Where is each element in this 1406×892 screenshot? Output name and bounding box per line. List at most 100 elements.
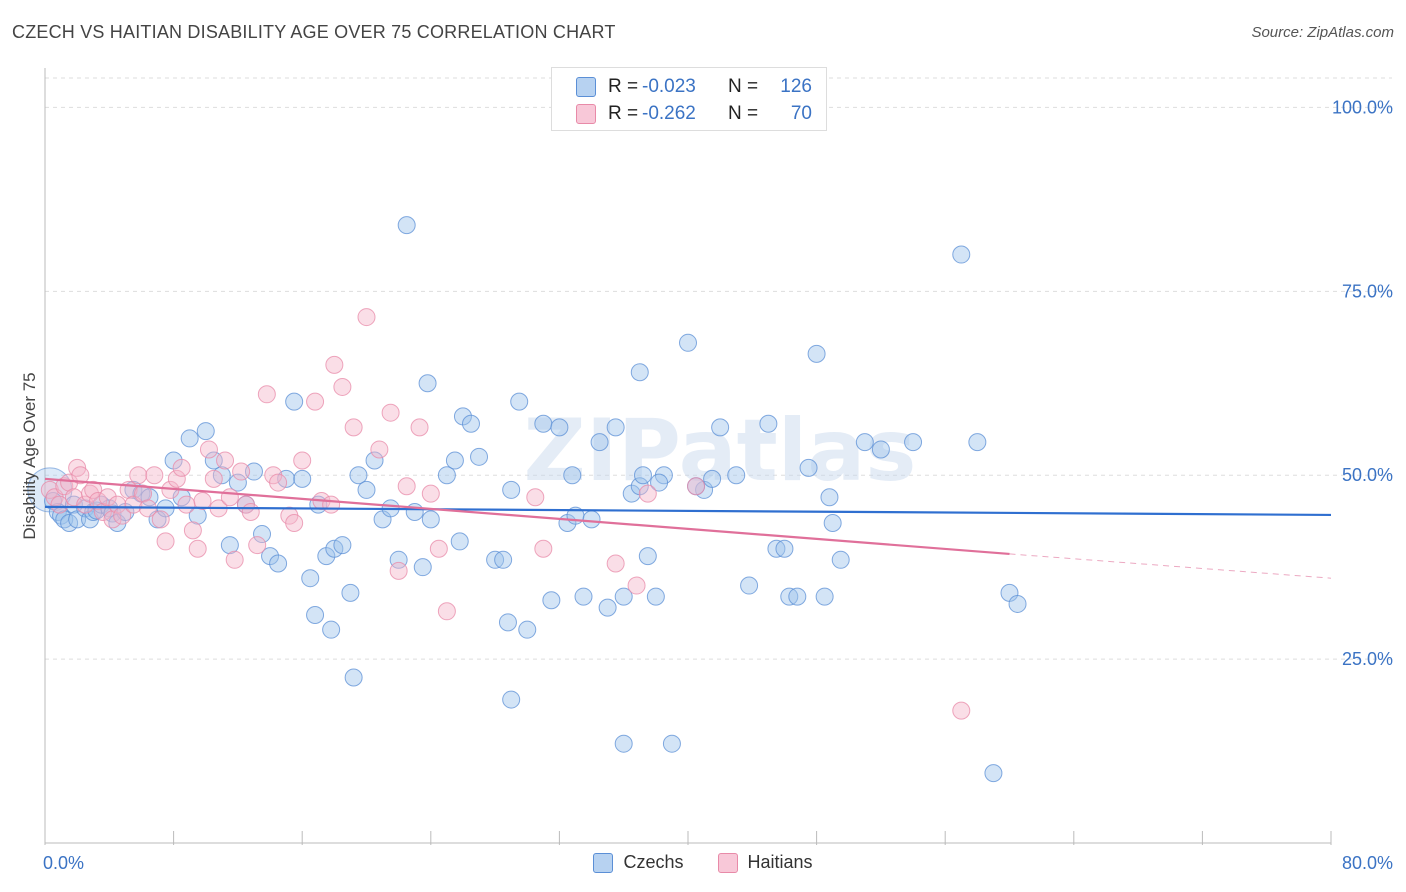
haitians-point (248, 536, 267, 555)
chart-title: CZECH VS HAITIAN DISABILITY AGE OVER 75 … (12, 22, 616, 42)
r-label: R = (608, 103, 639, 124)
n-label: N = (728, 76, 759, 97)
czechs-point (831, 550, 850, 569)
haitians-point (60, 473, 79, 492)
czechs-point (534, 414, 553, 433)
czechs-point (727, 466, 746, 485)
haitians-point (397, 477, 416, 496)
czechs-point (470, 447, 489, 466)
haitians-point (306, 392, 325, 411)
haitians-point (145, 466, 164, 485)
czechs-swatch-icon (576, 77, 596, 97)
czechs-point (550, 418, 569, 437)
haitians-point (188, 539, 207, 558)
x-tick-label-min: 0.0% (43, 853, 84, 873)
czechs-point (349, 466, 368, 485)
x-tick-label-max: 80.0% (1342, 853, 1393, 873)
haitians-swatch-icon (576, 104, 596, 124)
czechs-point (614, 587, 633, 606)
haitians-point (429, 539, 448, 558)
r-label: R = (608, 76, 639, 97)
haitians-point (129, 466, 148, 485)
y-tick-label: 25.0% (1342, 649, 1393, 669)
czechs-point (301, 569, 320, 588)
czechs-point (437, 466, 456, 485)
n-value: 126 (780, 76, 812, 97)
haitians-point (204, 469, 223, 488)
czechs-point (788, 587, 807, 606)
czechs-point (228, 473, 247, 492)
czechs-point (518, 620, 537, 639)
data-points (27, 216, 1027, 783)
czechs-point (563, 466, 582, 485)
haitians-point (638, 484, 657, 503)
haitians-point (437, 602, 456, 621)
czechs-point (341, 583, 360, 602)
czechs-point (180, 429, 199, 448)
haitians-point (241, 502, 260, 521)
czechs-point (574, 587, 593, 606)
czechs-point (855, 433, 874, 452)
haitians-point (89, 491, 108, 510)
czechs-point (285, 392, 304, 411)
czechs-point (590, 433, 609, 452)
czechs-point (711, 418, 730, 437)
haitians-point (421, 484, 440, 503)
czechs-point (815, 587, 834, 606)
czechs-point (984, 764, 1003, 783)
haitians-point (172, 458, 191, 477)
haitians-point (84, 480, 103, 499)
czechs-point (306, 605, 325, 624)
haitians-point (257, 385, 276, 404)
legend-label-haitians: Haitians (747, 852, 813, 872)
haitians-point (344, 418, 363, 437)
czechs-point (968, 433, 987, 452)
haitians-point (322, 495, 341, 514)
czechs-legend-icon (593, 852, 614, 873)
haitians-trend-line (44, 477, 1010, 556)
haitians-point (232, 462, 251, 481)
legend-item-haitians[interactable]: Haitians (717, 852, 813, 873)
haitians-trend-extension (1009, 553, 1332, 579)
czechs-point (461, 414, 480, 433)
czechs-point (606, 418, 625, 437)
czechs-point (220, 536, 239, 555)
haitians-point (333, 377, 352, 396)
haitians-point (534, 539, 553, 558)
haitians-point (687, 477, 706, 496)
czechs-point (389, 550, 408, 569)
haitians-point (50, 495, 69, 514)
haitians-point (627, 576, 646, 595)
source-label: Source: ZipAtlas.com (1251, 24, 1394, 41)
trend-lines (44, 477, 1332, 579)
czechs-point (498, 613, 517, 632)
n-value: 70 (790, 103, 812, 124)
czechs-point (413, 558, 432, 577)
legend-label-czechs: Czechs (623, 852, 684, 872)
haitians-point (167, 469, 186, 488)
legend-item-czechs[interactable]: Czechs (593, 852, 684, 873)
czechs-point (253, 525, 272, 544)
r-value: -0.262 (642, 103, 696, 124)
czechs-point (807, 344, 826, 363)
czechs-point (450, 532, 469, 551)
czechs-point (646, 587, 665, 606)
czechs-point (397, 216, 416, 235)
czechs-point (244, 462, 263, 481)
haitians-point (269, 473, 288, 492)
y-tick-label: 75.0% (1342, 281, 1393, 301)
czechs-point (445, 451, 464, 470)
czechs-point (365, 451, 384, 470)
haitians-point (108, 495, 127, 514)
czechs-point (269, 554, 288, 573)
czechs-point (357, 480, 376, 499)
czechs-point (703, 469, 722, 488)
czechs-point (633, 466, 652, 485)
haitians-point (199, 440, 218, 459)
haitians-point (98, 488, 117, 507)
czechs-point (421, 510, 440, 529)
czechs-point (418, 374, 437, 393)
legend-row-haitians: R = -0.262 N = 70 (576, 102, 812, 126)
czechs-point (333, 536, 352, 555)
czechs-point (740, 576, 759, 595)
